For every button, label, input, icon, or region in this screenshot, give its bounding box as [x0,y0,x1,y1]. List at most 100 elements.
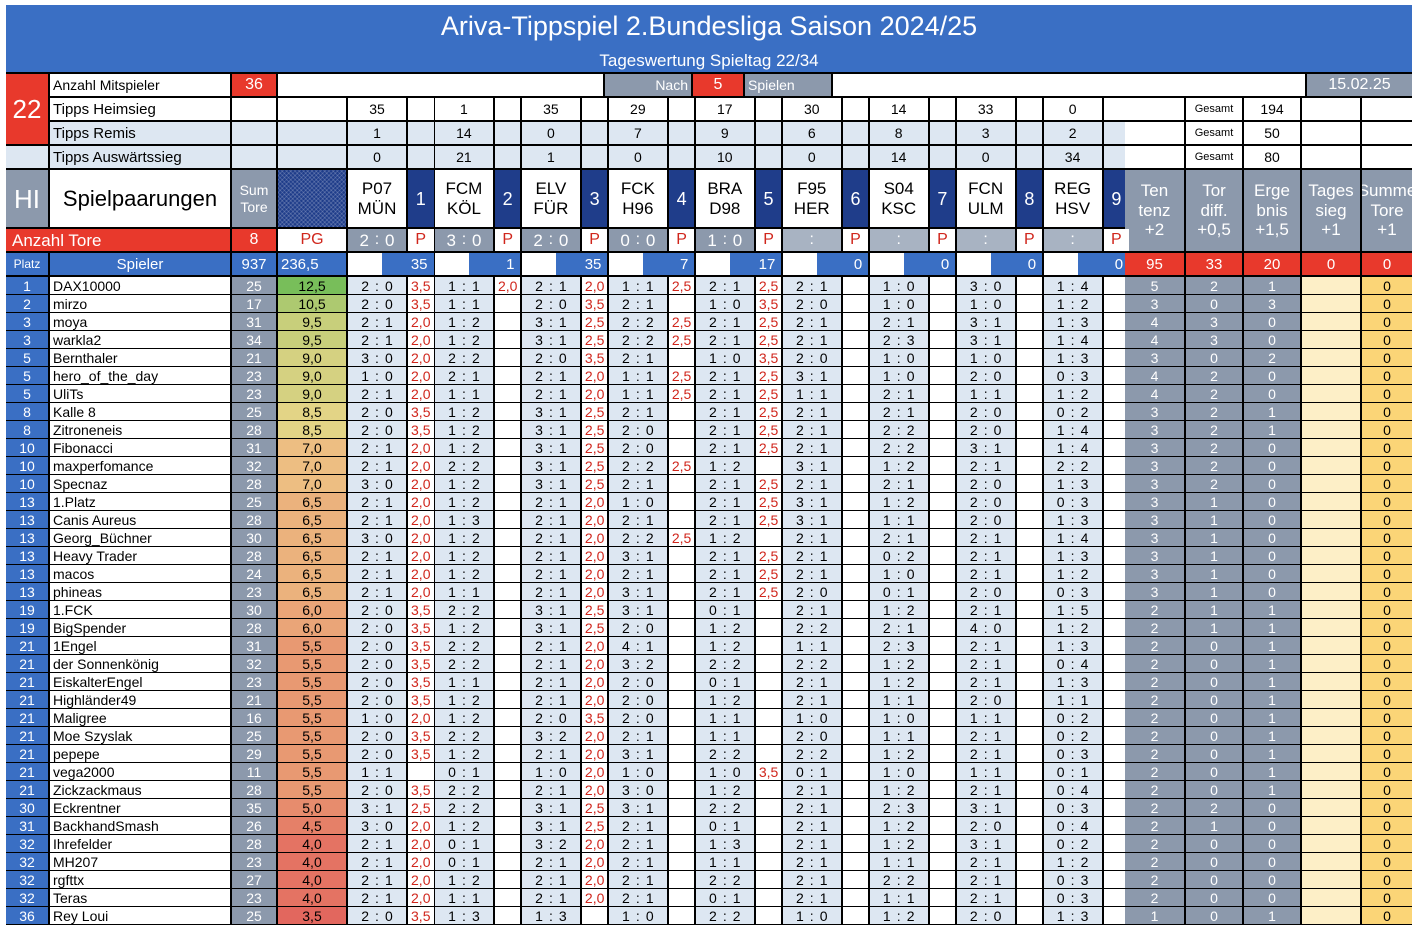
tip-home: 2 [782,565,808,582]
tip-colon: : [546,439,555,456]
tip-points [1016,673,1043,690]
tip-home: 2 [869,475,895,492]
tip-away: 1 [902,385,928,402]
tip-home: 2 [869,637,895,654]
players-count: 36 [232,74,276,96]
tip-home: 3 [956,313,982,330]
tip-points: 3,5 [755,349,782,366]
tip-home: 2 [956,745,982,762]
tip-points: 2,0 [581,277,608,294]
bonus-value: 3 [1125,457,1184,474]
tip-away: 1 [554,439,580,456]
sum-tore-total: 937 [232,253,276,275]
tip-away: 2 [467,349,493,366]
tip-points: 3,5 [581,295,608,312]
tip-home: 2 [956,871,982,888]
tip-away: 2 [467,745,493,762]
tip-colon: : [981,781,990,798]
tip-away: 0 [989,907,1015,924]
tip-away: 1 [728,475,754,492]
tip-home: 2 [348,727,373,744]
tip-home: 2 [956,403,982,420]
tip-points [929,655,956,672]
tip-home: 2 [1043,457,1069,474]
tip-away: 2 [467,709,493,726]
tip-points [408,763,434,780]
tip-colon: : [546,529,555,546]
tip-points [842,583,869,600]
tip-away: 2 [1076,709,1102,726]
tip-colon: : [633,817,642,834]
tip-away: 1 [381,799,406,816]
tip-home: 1 [521,907,547,924]
tip-home: 2 [782,547,808,564]
spacer [494,146,521,168]
tip-points [1103,583,1130,600]
tip-home: 0 [434,853,460,870]
tip-home: 2 [782,601,808,618]
tip-points [755,529,782,546]
tips-label: Tipps Auswärtssieg [50,146,230,168]
bonus-value: 1 [1244,619,1300,636]
tip-colon: : [459,907,468,924]
tip-home: 1 [869,853,895,870]
bonus-value: 2 [1125,673,1184,690]
tip-colon: : [633,907,642,924]
bonus-value: 4 [1125,367,1184,384]
spacer [408,98,434,120]
sum-tore: 28 [232,421,276,438]
bonus-value: 0 [1244,475,1300,492]
tip-away: 1 [728,277,754,294]
tip-colon: : [633,457,642,474]
tip-colon: : [981,745,990,762]
bonus-value: 2 [1186,475,1242,492]
tip-colon: : [633,511,642,528]
tip-points [1103,295,1130,312]
tip-colon: : [807,547,816,564]
tip-away: 1 [554,799,580,816]
tip-colon: : [633,835,642,852]
tip-colon: : [981,601,990,618]
tip-points [755,817,782,834]
tip-colon: : [459,493,468,510]
tip-colon: : [807,601,816,618]
tip-away: 1 [641,295,667,312]
tip-away: 0 [381,403,406,420]
tip-away: 1 [815,511,841,528]
bonus-value: 1 [1125,907,1184,924]
bonus-value: 0 [1362,403,1412,420]
tip-points: 3,5 [408,673,434,690]
spacer [581,98,608,120]
tip-points [494,295,521,312]
tip-colon: : [807,889,816,906]
bonus-value: 0 [1362,619,1412,636]
pg-value: 5,5 [278,709,346,726]
tip-points [1103,601,1130,618]
result-colon: : [981,229,990,251]
bonus-value: 3 [1125,583,1184,600]
bonus-header-line: Tages [1308,181,1354,201]
tip-points [494,349,521,366]
tip-points [1016,295,1043,312]
tip-home: 1 [434,403,460,420]
tip-away: 3 [1076,511,1102,528]
sum-tore: 28 [232,511,276,528]
result-away: 0 [641,229,667,251]
result-home [782,229,808,251]
sum-tore: 35 [232,799,276,816]
tip-points: 2,5 [755,583,782,600]
tip-home: 1 [695,637,721,654]
tip-colon: : [373,871,381,888]
tip-colon: : [546,421,555,438]
sum-tore: 30 [232,529,276,546]
tip-away: 2 [467,655,493,672]
tip-away: 1 [641,367,667,384]
tip-points [494,421,521,438]
p-marker: P [581,229,608,251]
tip-home: 1 [869,601,895,618]
tip-away: 0 [902,349,928,366]
bonus-value: 1 [1186,817,1242,834]
tip-away: 0 [381,295,406,312]
tip-colon: : [894,655,903,672]
tip-away: 2 [1076,295,1102,312]
